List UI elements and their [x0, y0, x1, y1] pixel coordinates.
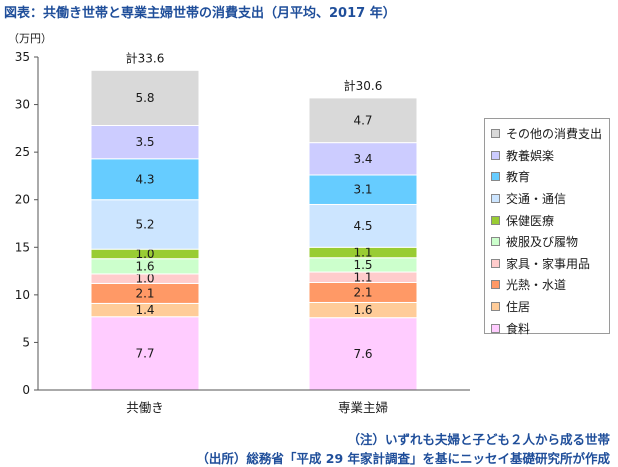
y-tick-label: 0: [22, 383, 30, 397]
data-label: 3.5: [135, 135, 154, 149]
legend-swatch: [491, 280, 500, 290]
legend-label: 交通・通信: [506, 192, 567, 207]
y-tick-label: 35: [15, 50, 30, 64]
y-tick-label: 20: [15, 193, 30, 207]
bar-segment: [308, 97, 418, 144]
y-tick-label: 25: [15, 145, 30, 159]
legend-item: 住居: [491, 296, 603, 318]
bar-segment: [90, 316, 200, 391]
legend-label: 光熱・水道: [506, 278, 567, 293]
legend-item: 教育: [491, 166, 603, 188]
footnote-source: （出所）総務省「平成 29 年家計調査」を基にニッセイ基礎研究所が作成: [196, 451, 610, 466]
y-tick-label: 30: [15, 98, 30, 112]
legend: その他の消費支出 教養娯楽教育交通・通信保健医療被服及び履物 家具・家事用品 光熱・水…: [484, 118, 610, 336]
data-label: 1.6: [353, 303, 372, 317]
y-tick-label: 15: [15, 240, 30, 254]
bar-segment: [308, 203, 418, 248]
data-label: 3.1: [353, 183, 372, 197]
data-label: 7.6: [353, 347, 372, 361]
data-label: 4.3: [135, 172, 154, 186]
legend-swatch: [491, 302, 500, 312]
data-label: 1.0: [135, 272, 154, 286]
bar-segment: [308, 174, 418, 205]
legend-label: その他の消費支出: [506, 127, 603, 142]
footnote-note: （注）いずれも夫婦と子ども２人から成る世帯: [347, 432, 610, 447]
y-axis-unit-label: （万円）: [8, 32, 52, 45]
data-label: 1.0: [135, 247, 154, 261]
x-tick-label: 共働き: [126, 400, 164, 415]
legend-swatch: [491, 129, 500, 139]
legend-item: 交通・通信: [491, 188, 603, 210]
y-tick-label: 10: [15, 288, 30, 302]
x-tick-label: 専業主婦: [338, 400, 388, 415]
legend-swatch: [491, 172, 500, 182]
data-label: 1.1: [353, 246, 372, 260]
legend-label: 教育: [506, 170, 531, 185]
legend-swatch: [491, 323, 500, 333]
legend-swatch: [491, 237, 500, 247]
data-label: 1.4: [135, 303, 154, 317]
figure-title: 図表：共働き世帯と専業主婦世帯の消費支出（月平均、2017 年）: [4, 6, 396, 21]
data-label: 5.8: [135, 91, 154, 105]
legend-swatch: [491, 194, 500, 204]
legend-item: 被服及び履物: [491, 231, 603, 253]
legend-swatch: [491, 258, 500, 268]
bar-segment: [90, 158, 200, 201]
data-label: 4.5: [353, 219, 372, 233]
data-label: 5.2: [135, 217, 154, 231]
legend-label: 保健医療: [506, 213, 555, 228]
legend-label: 教養娯楽: [506, 148, 555, 163]
legend-item: 食料: [491, 317, 603, 339]
y-tick-label: 5: [22, 335, 30, 349]
legend-swatch: [491, 215, 500, 225]
legend-item: 教養娯楽: [491, 145, 603, 167]
legend-swatch: [491, 150, 500, 160]
data-label: 2.1: [135, 286, 154, 300]
legend-label: 被服及び履物: [506, 235, 579, 250]
data-label: 1.1: [353, 270, 372, 284]
total-label: 計30.6: [344, 78, 383, 93]
data-label: 7.7: [135, 346, 154, 360]
data-label: 3.4: [353, 152, 372, 166]
data-label: 1.5: [353, 258, 372, 272]
total-label: 計33.6: [126, 50, 165, 65]
legend-label: 住居: [506, 300, 531, 315]
legend-label: 家具・家事用品: [506, 256, 591, 271]
legend-label: 食料: [506, 321, 531, 336]
bar-segment: [308, 317, 418, 391]
legend-item: 光熱・水道: [491, 274, 603, 296]
legend-item: 保健医療: [491, 209, 603, 231]
data-label: 2.1: [353, 285, 372, 299]
data-label: 1.6: [135, 259, 154, 273]
data-label: 4.7: [353, 113, 372, 127]
legend-item: その他の消費支出: [491, 123, 603, 145]
bar-segment: [90, 199, 200, 250]
bar-segment: [90, 69, 200, 127]
legend-item: 家具・家事用品: [491, 253, 603, 275]
